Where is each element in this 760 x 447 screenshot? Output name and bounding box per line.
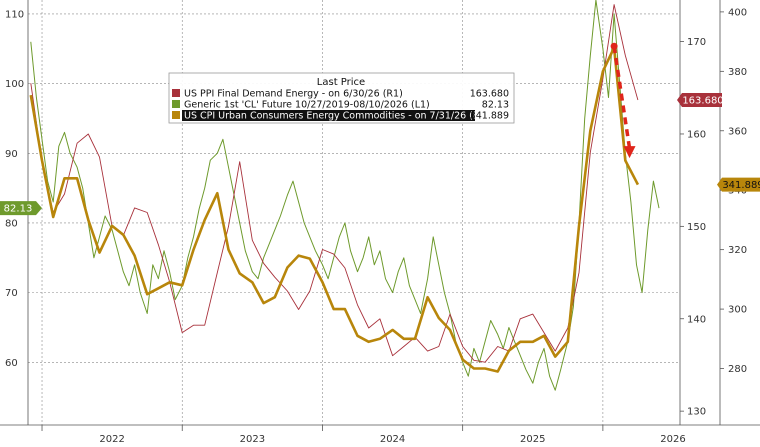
x-tick-label: 2025 [520, 434, 545, 445]
value-badge-bg [0, 201, 42, 216]
value-badge-text: 163.680 [682, 95, 723, 106]
value-badge-text: 341.889 [722, 180, 760, 191]
right2-tick-label: 400 [728, 7, 747, 18]
annotation-layer [610, 42, 636, 159]
annotation-arrow-head [623, 146, 636, 159]
value-badge-bg [677, 92, 722, 107]
right2-tick-label: 380 [728, 67, 747, 78]
legend-value-cpi: 341.889 [470, 111, 509, 122]
value-badge-bg [717, 177, 760, 192]
value-badge-text: 82.13 [4, 204, 33, 215]
right1-tick-label: 130 [687, 407, 706, 418]
x-tick-label: 2026 [660, 434, 685, 445]
legend-label-ppi: US PPI Final Demand Energy - on 6/30/26 … [184, 89, 403, 100]
legend-swatch-ppi [172, 89, 180, 97]
left-tick-label: 80 [5, 218, 18, 229]
right2-tick-label: 300 [728, 305, 747, 316]
value-badge-left: 82.13 [0, 201, 42, 216]
value-badge-right1: 163.680 [677, 92, 724, 107]
series-line-right2 [29, 46, 640, 373]
legend-swatch-cl [172, 100, 180, 108]
legend-swatch-cpi [172, 111, 180, 119]
right2-tick-label: 360 [728, 126, 747, 137]
left-tick-label: 100 [5, 79, 24, 90]
legend-label-cpi: US CPI Urban Consumers Energy Commoditie… [184, 111, 489, 122]
value-badge-right2: 341.889 [717, 177, 760, 192]
right2-tick-label: 280 [728, 364, 747, 375]
right1-tick-label: 140 [687, 314, 706, 325]
series-layer [29, 0, 660, 391]
annotation-arrow-line [612, 45, 632, 149]
legend-highlight-cpi [182, 110, 475, 121]
legend: Last Price US PPI Final Demand Energy - … [168, 72, 515, 124]
right2-tick-label: 320 [728, 245, 747, 256]
x-tick-label: 2023 [240, 434, 265, 445]
right1-tick-label: 150 [687, 222, 706, 233]
series-line-right1 [30, 4, 639, 363]
x-tick-label: 2022 [99, 434, 124, 445]
right1-tick-label: 160 [687, 129, 706, 140]
legend-value-ppi: 163.680 [470, 89, 509, 100]
left-tick-label: 90 [5, 149, 18, 160]
legend-value-cl: 82.13 [482, 100, 509, 111]
left-tick-label: 110 [5, 9, 24, 20]
series-line-left [30, 0, 660, 391]
right1-tick-label: 170 [687, 37, 706, 48]
legend-title: Last Price [317, 77, 365, 88]
left-tick-label: 60 [5, 358, 18, 369]
legend-label-cl: Generic 1st 'CL' Future 10/27/2019-08/10… [184, 100, 430, 111]
x-tick-label: 2024 [380, 434, 405, 445]
left-tick-label: 70 [5, 288, 18, 299]
